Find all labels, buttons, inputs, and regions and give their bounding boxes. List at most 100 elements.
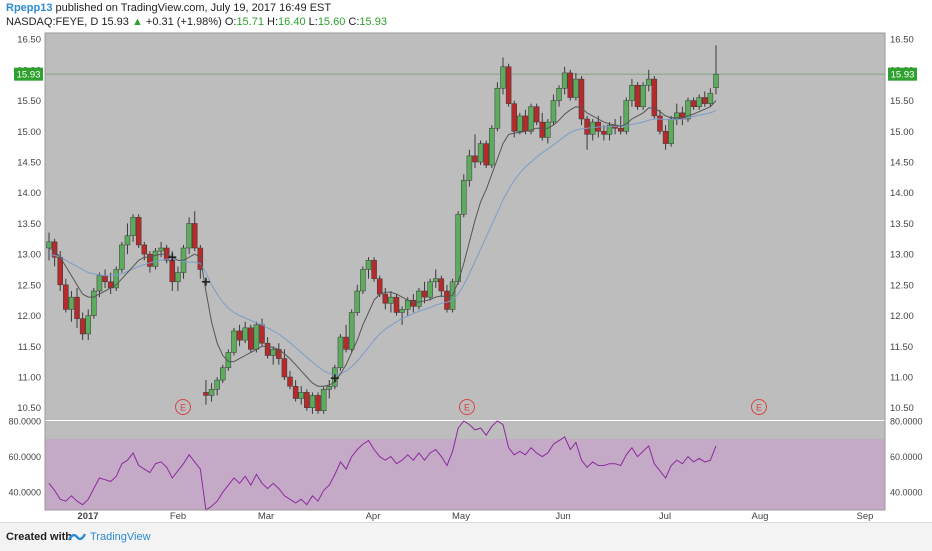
- candle-body: [304, 392, 310, 408]
- candle-body: [74, 296, 80, 319]
- x-axis-label: 2017: [77, 511, 98, 522]
- tradingview-brand[interactable]: TradingView: [90, 531, 151, 543]
- candle-body: [79, 318, 86, 335]
- candle-body: [130, 217, 136, 236]
- candle-body: [320, 389, 327, 412]
- x-axis-label: Feb: [170, 511, 186, 522]
- candle-body: [63, 284, 69, 310]
- x-axis-label: Apr: [366, 511, 381, 522]
- author-name[interactable]: Rpepp13: [6, 2, 53, 14]
- candle-body: [236, 330, 243, 341]
- candle-body: [707, 92, 714, 104]
- candle-body: [432, 278, 439, 283]
- candle-body: [645, 78, 652, 86]
- candle-body: [489, 127, 495, 166]
- candle-body: [354, 290, 361, 313]
- candle-body: [657, 115, 663, 132]
- candle-body: [601, 131, 607, 135]
- close-label: C:: [348, 16, 360, 28]
- candle-body: [416, 290, 422, 307]
- candle-body: [651, 78, 658, 117]
- price-tick-right: 13.00: [890, 250, 914, 261]
- candle-body: [472, 155, 478, 163]
- high-label: H:: [267, 16, 279, 28]
- candle-body: [455, 213, 461, 283]
- candle-body: [270, 349, 276, 356]
- candle-body: [242, 327, 248, 341]
- candle-body: [404, 299, 411, 310]
- rsi-tick-right: 60.0000: [890, 452, 923, 462]
- candle-body: [152, 250, 159, 267]
- candle-body: [388, 296, 394, 304]
- candle-body: [281, 358, 288, 378]
- ma-slow-line: [48, 109, 717, 376]
- candle-body: [298, 392, 304, 399]
- candle-body: [360, 269, 366, 292]
- candle-body: [500, 66, 506, 89]
- cross-marker: [168, 253, 177, 262]
- candle-body: [561, 72, 568, 89]
- candle-body: [124, 235, 131, 246]
- price-tick-right: 15.00: [890, 127, 914, 138]
- candle-body: [186, 223, 192, 249]
- candle-body: [466, 155, 473, 181]
- candle-body: [634, 84, 641, 107]
- candle-body: [528, 106, 534, 132]
- candle-body: [315, 395, 321, 412]
- candle-body: [690, 100, 697, 107]
- candle-body: [713, 73, 719, 88]
- price-tick-right: 14.00: [890, 188, 914, 199]
- price-tick-right: 15.50: [890, 96, 914, 107]
- candle-body: [371, 260, 377, 279]
- candle-body: [550, 100, 557, 123]
- candle-body: [135, 217, 142, 246]
- candle-body: [96, 275, 103, 292]
- close-value: 15.93: [359, 16, 387, 28]
- candle-body: [662, 131, 669, 144]
- candle-body: [57, 256, 63, 286]
- price-chart[interactable]: 16.5016.5016.0016.0015.5015.5015.0015.00…: [0, 0, 932, 522]
- candle-body: [343, 336, 349, 350]
- price-pane: [45, 33, 885, 420]
- footer: Created with TradingView: [0, 522, 932, 551]
- price-tick-right: 11.00: [890, 373, 913, 384]
- candle-body: [382, 293, 389, 304]
- x-axis-label: Mar: [258, 511, 274, 522]
- candle-body: [91, 290, 97, 316]
- candle-body: [522, 115, 529, 132]
- price-tick-right: 10.50: [890, 403, 914, 414]
- rsi-tick-left: 60.0000: [8, 452, 41, 462]
- price-tick-right: 13.50: [890, 219, 914, 230]
- price-tick-left: 11.50: [18, 342, 41, 353]
- candle-body: [376, 278, 383, 295]
- earnings-marker-icon: [751, 399, 767, 415]
- candle-body: [113, 269, 120, 289]
- price-tick-left: 13.50: [17, 219, 41, 230]
- ma-fast-line: [48, 100, 717, 387]
- candle-body: [85, 315, 91, 335]
- high-value: 16.40: [278, 16, 306, 28]
- rsi-tick-right: 40.0000: [890, 488, 923, 498]
- candle-body: [68, 296, 75, 310]
- price-tick-left: 14.00: [17, 188, 41, 199]
- candle-body: [410, 299, 417, 307]
- x-axis-label: Jul: [659, 511, 671, 522]
- rsi-tick-left: 80.0000: [8, 417, 41, 427]
- candle-body: [287, 376, 293, 387]
- rsi-tick-right: 80.0000: [890, 417, 923, 427]
- x-axis-label: Sep: [857, 511, 874, 522]
- candle-body: [444, 290, 450, 310]
- rsi-tick-left: 40.0000: [8, 488, 41, 498]
- price-tick-left: 16.50: [17, 35, 41, 46]
- candle-body: [175, 272, 181, 283]
- last-price: 15.93: [101, 16, 129, 28]
- candle-body: [46, 241, 52, 249]
- candle-body: [483, 143, 489, 166]
- x-axis-label: Jun: [555, 511, 570, 522]
- candle-body: [102, 275, 108, 283]
- symbol-line: NASDAQ:FEYE, D 15.93 ▲ +0.31 (+1.98%) O:…: [6, 16, 387, 28]
- candle-body: [545, 121, 551, 138]
- candle-body: [292, 385, 299, 399]
- candle-body: [203, 392, 209, 396]
- candle-body: [253, 324, 260, 350]
